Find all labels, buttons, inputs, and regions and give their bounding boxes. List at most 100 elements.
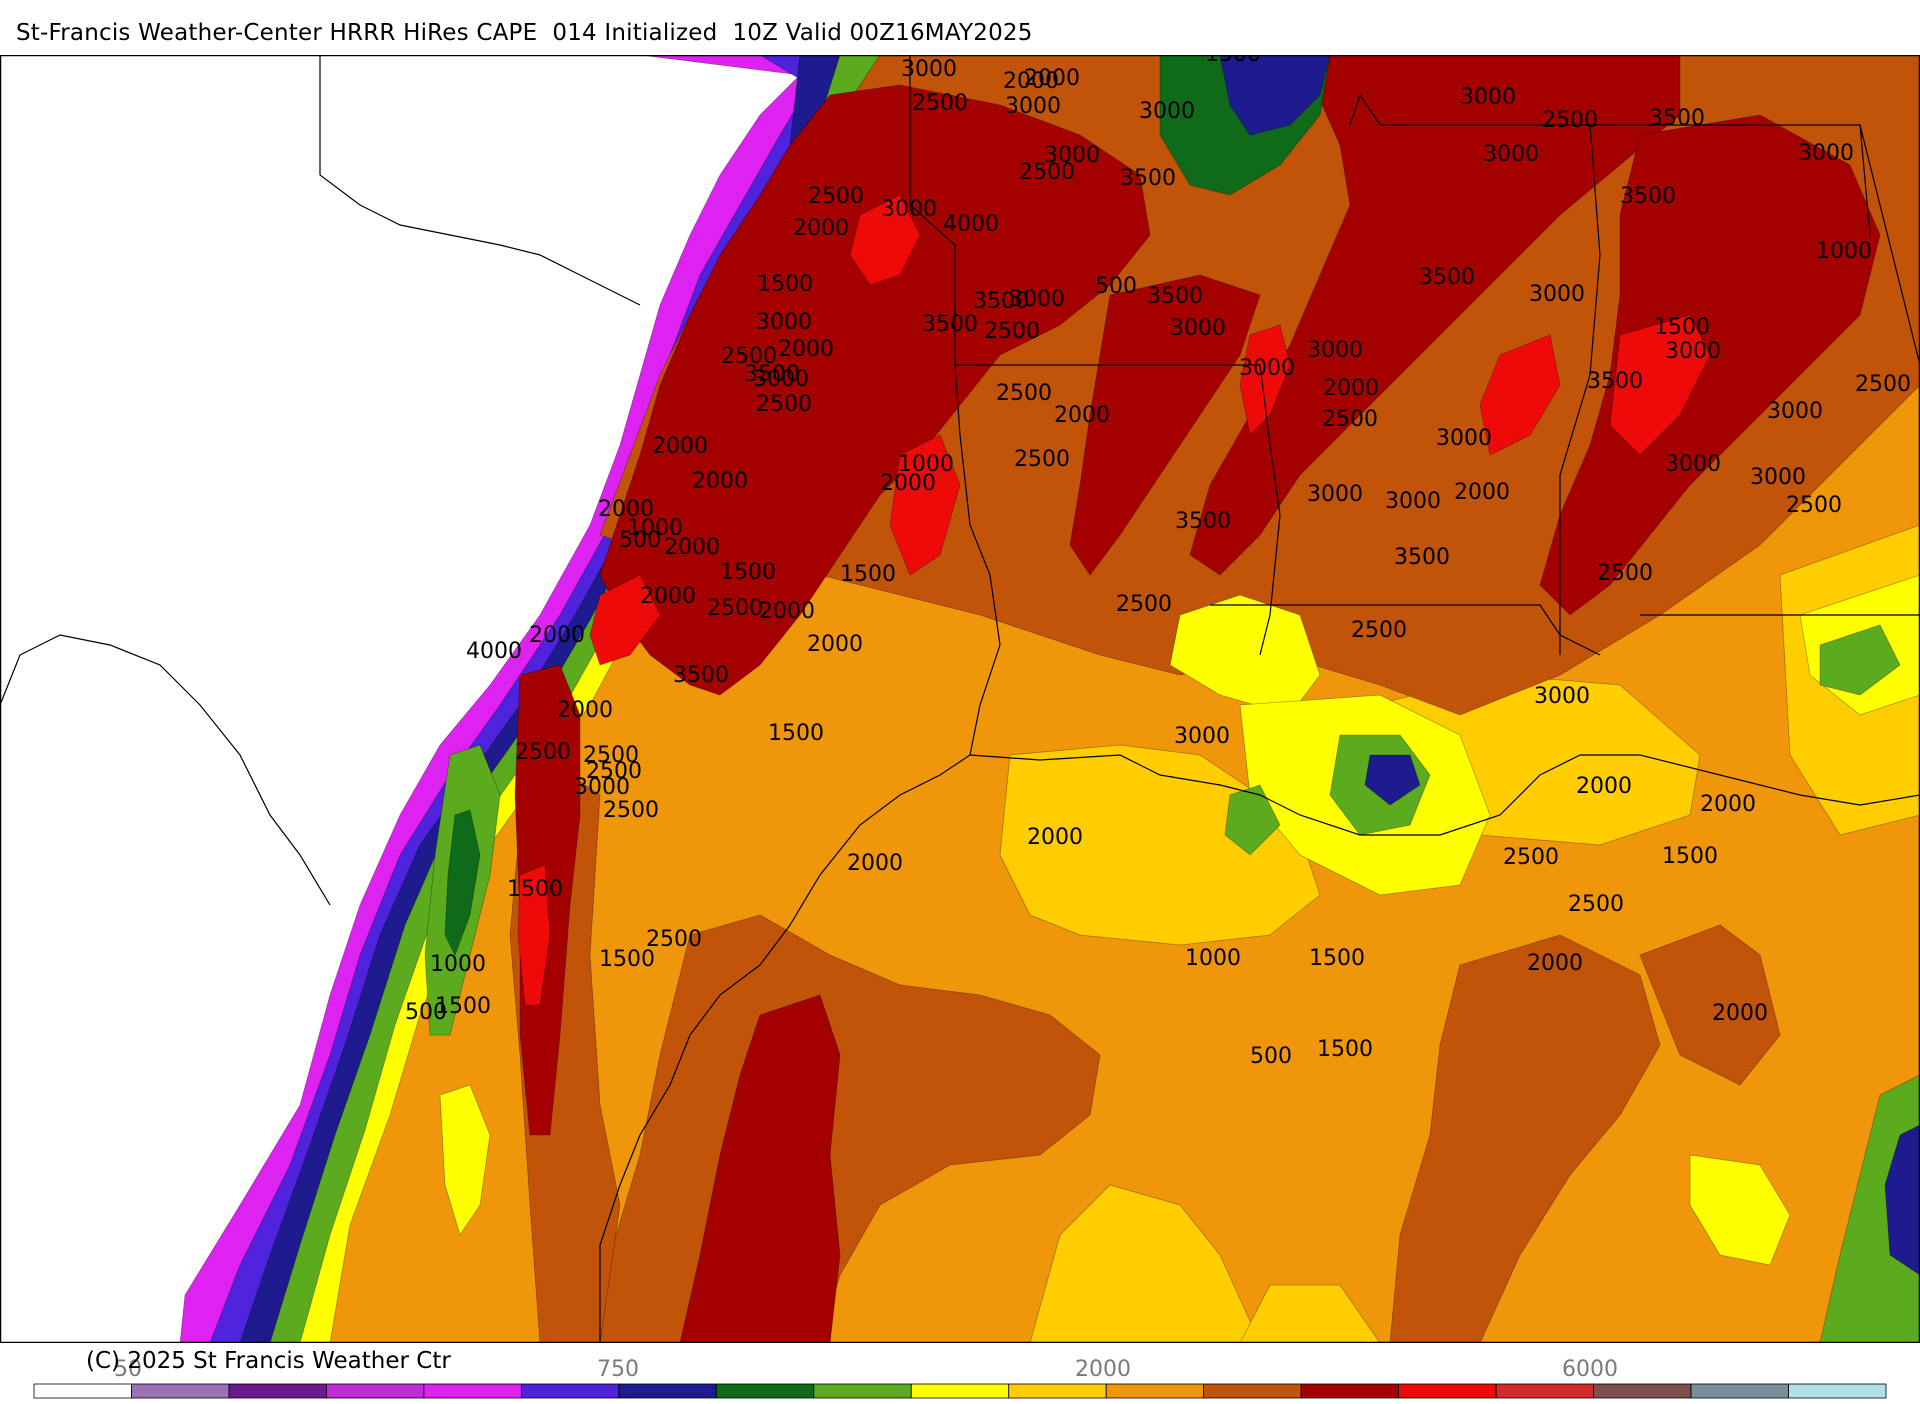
colorbar-svg: 50 750 2000 6000 <box>33 1357 1887 1399</box>
contour-label: 500 <box>405 1000 447 1025</box>
cape-region <box>1069 274 1261 576</box>
contour-label: 3500 <box>1394 545 1450 570</box>
cape-map: 1000150030002000250030002000300025003500… <box>0 55 1920 1343</box>
copyright-text: (C) 2025 St Francis Weather Ctr <box>86 1348 451 1374</box>
state-border-line <box>969 754 1920 836</box>
contour-label: 2500 <box>808 184 864 209</box>
contour-label: 3000 <box>1005 94 1061 119</box>
colorbar-swatch <box>1105 1383 1205 1399</box>
contour-label: 3500 <box>744 362 800 387</box>
contour-label: 2500 <box>721 344 777 369</box>
contour-label: 1500 <box>757 272 813 297</box>
contour-label: 2500 <box>912 91 968 116</box>
colorbar-swatch <box>326 1383 425 1399</box>
contour-label: 2500 <box>1597 561 1653 586</box>
contour-label: 2500 <box>1351 618 1407 643</box>
cape-region <box>589 574 661 666</box>
cape-region <box>679 994 841 1343</box>
contour-label: 2000 <box>1527 951 1583 976</box>
state-border-line <box>909 55 1001 756</box>
cape-region <box>1639 924 1781 1086</box>
contour-label: 2000 <box>847 851 903 876</box>
contour-label: 1500 <box>1662 844 1718 869</box>
contour-label: 2000 <box>778 337 834 362</box>
state-border-line <box>319 55 641 306</box>
contour-label: 2500 <box>707 596 763 621</box>
state-border-line <box>1349 93 1871 236</box>
contour-label: 2000 <box>1027 825 1083 850</box>
contour-label: 3000 <box>756 310 812 335</box>
contour-label: 1500 <box>507 877 563 902</box>
colorbar-swatch <box>1593 1383 1692 1399</box>
contour-label: 4000 <box>943 212 999 237</box>
contour-label: 1000 <box>627 516 683 541</box>
contour-label: 3000 <box>881 197 937 222</box>
contour-label: 1000 <box>1816 239 1872 264</box>
contour-label: 2000 <box>640 584 696 609</box>
colorbar-swatch <box>813 1383 912 1399</box>
contour-label: 2500 <box>756 392 812 417</box>
contour-label: 3000 <box>1483 142 1539 167</box>
contour-label: 3500 <box>1620 184 1676 209</box>
cape-region <box>1389 934 1661 1343</box>
contour-label: 2500 <box>1116 592 1172 617</box>
contour-label: 2000 <box>759 599 815 624</box>
state-border-line <box>0 634 331 906</box>
cape-region <box>1364 754 1421 806</box>
contour-label: 3000 <box>574 775 630 800</box>
colorbar-swatch <box>131 1383 230 1399</box>
contour-label: 3000 <box>1009 287 1065 312</box>
contour-label: 1000 <box>1185 946 1241 971</box>
contour-label: 2000 <box>793 216 849 241</box>
contour-label: 2000 <box>529 623 585 648</box>
colorbar-ticks: 50 750 2000 6000 <box>114 1357 1618 1382</box>
contour-label: 1500 <box>599 947 655 972</box>
contour-label: 2500 <box>583 743 639 768</box>
state-border-line <box>599 754 971 1343</box>
state-border-line <box>1559 124 1601 655</box>
contour-label: 3000 <box>1529 282 1585 307</box>
contour-label: 3000 <box>1174 724 1230 749</box>
contour-label: 3000 <box>1665 339 1721 364</box>
cape-region <box>1169 594 1321 716</box>
cape-region <box>1884 1124 1920 1276</box>
contour-label: 2000 <box>1003 69 1059 94</box>
cape-region <box>439 1084 491 1236</box>
colorbar-swatch <box>423 1383 522 1399</box>
contour-label: 1500 <box>1317 1037 1373 1062</box>
contour-label: 2000 <box>1323 376 1379 401</box>
cape-region <box>1219 55 1331 136</box>
colorbar-swatch <box>715 1383 815 1399</box>
contour-labels: 1000150030002000250030002000300025003500… <box>405 55 1911 1069</box>
contour-label: 3000 <box>1385 489 1441 514</box>
contour-label: 3000 <box>1534 684 1590 709</box>
contour-label: 1000 <box>898 452 954 477</box>
contour-label: 2000 <box>692 469 748 494</box>
colorbar-swatch <box>1495 1383 1594 1399</box>
cape-region <box>1224 784 1281 856</box>
colorbar-swatch <box>1690 1383 1789 1399</box>
contour-label: 2000 <box>1712 1001 1768 1026</box>
contour-label: 3000 <box>1798 141 1854 166</box>
state-borders <box>0 55 1920 1343</box>
contour-label: 1500 <box>1309 946 1365 971</box>
contour-label: 2500 <box>1503 845 1559 870</box>
cape-region <box>1029 1184 1261 1343</box>
colorbar-swatch <box>520 1383 620 1399</box>
contour-label: 3000 <box>1170 316 1226 341</box>
colorbar-swatch <box>1008 1383 1107 1399</box>
colorbar-swatch <box>1788 1383 1887 1399</box>
contour-label: 3500 <box>1587 369 1643 394</box>
colorbar-tick-label: 50 <box>114 1357 142 1382</box>
contour-label: 2500 <box>1014 447 1070 472</box>
contour-label: 2000 <box>664 535 720 560</box>
contour-label: 3000 <box>1307 338 1363 363</box>
cape-region <box>1239 324 1291 436</box>
colorbar-tick-label: 6000 <box>1562 1357 1618 1382</box>
colorbar-swatch <box>1300 1383 1400 1399</box>
contour-label: 3500 <box>1175 509 1231 534</box>
contour-label: 2500 <box>1855 372 1911 397</box>
contour-label: 3500 <box>673 663 729 688</box>
cape-fields <box>179 55 1920 1343</box>
map-title: St-Francis Weather-Center HRRR HiRes CAP… <box>16 20 1033 46</box>
